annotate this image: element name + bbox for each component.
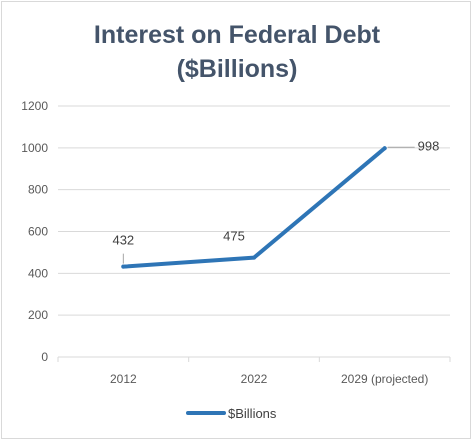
series-line	[121, 146, 387, 269]
y-tick-label: 400	[28, 266, 48, 280]
chart-title-line-2: ($Billions)	[176, 55, 298, 83]
data-label: 998	[418, 138, 440, 153]
data-point	[121, 264, 126, 269]
legend-label: $Billions	[228, 406, 277, 421]
y-tick-label: 1200	[21, 99, 48, 113]
y-tick-label: 800	[28, 183, 48, 197]
data-label: 475	[223, 229, 245, 244]
y-tick-label: 0	[41, 350, 48, 364]
data-point	[382, 146, 387, 151]
x-tick-label: 2022	[241, 372, 268, 386]
data-point	[252, 255, 256, 260]
chart-title-line-1: Interest on Federal Debt	[93, 21, 381, 49]
y-tick-label: 600	[28, 225, 48, 239]
y-tick-label: 200	[28, 308, 48, 322]
x-tick-label: 2012	[110, 372, 137, 386]
data-label: 432	[112, 233, 134, 248]
y-tick-label: 1000	[21, 141, 48, 155]
chart-title: Interest on Federal Debt ($Billions)	[0, 18, 474, 86]
x-tick-label: 2029 (projected)	[341, 372, 428, 386]
